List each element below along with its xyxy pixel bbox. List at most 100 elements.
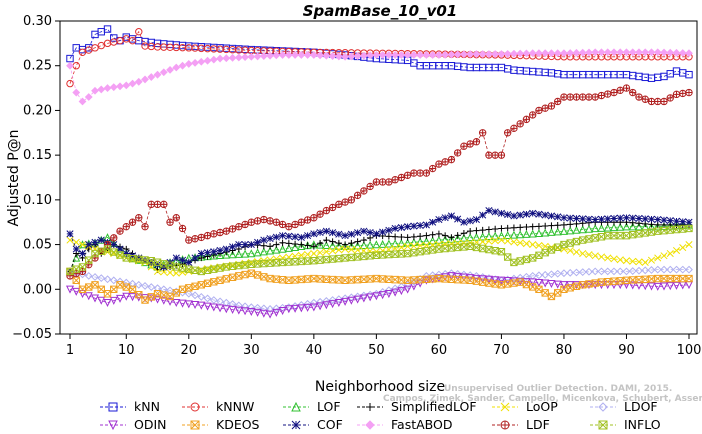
data-point xyxy=(222,245,230,253)
data-point xyxy=(178,285,187,293)
data-point xyxy=(316,275,324,283)
data-point xyxy=(172,299,181,308)
data-point xyxy=(210,265,218,273)
data-point xyxy=(416,248,424,256)
data-point xyxy=(260,273,268,281)
data-point xyxy=(579,249,587,258)
data-point xyxy=(322,297,331,305)
data-point xyxy=(653,282,662,291)
data-point xyxy=(541,289,549,297)
data-point xyxy=(147,73,156,81)
data-point xyxy=(491,225,499,233)
data-point xyxy=(547,227,556,236)
data-point xyxy=(241,241,249,249)
data-point xyxy=(341,245,349,253)
data-point-cross xyxy=(441,158,449,166)
data-point xyxy=(228,300,237,308)
data-point xyxy=(447,234,456,243)
data-point xyxy=(378,288,387,296)
data-point xyxy=(266,246,275,255)
data-point xyxy=(191,58,199,67)
data-point xyxy=(660,48,668,57)
data-point-cross xyxy=(585,93,593,101)
data-point xyxy=(597,48,606,57)
data-point xyxy=(347,246,355,254)
data-point xyxy=(441,214,449,222)
data-point xyxy=(604,254,612,262)
data-point xyxy=(360,252,368,261)
data-point xyxy=(147,283,156,291)
data-point xyxy=(553,289,562,297)
data-point xyxy=(666,221,675,230)
data-point xyxy=(253,52,262,61)
data-point xyxy=(629,257,637,265)
data-point xyxy=(516,211,524,219)
data-point xyxy=(479,211,487,219)
data-point xyxy=(147,258,155,267)
series-odin xyxy=(65,272,694,319)
y-tick-label: 0.20 xyxy=(23,103,52,118)
x-tick-label: 70 xyxy=(493,343,510,358)
data-point xyxy=(366,275,374,283)
data-point xyxy=(491,231,500,240)
data-point xyxy=(622,231,631,240)
data-point xyxy=(191,282,199,291)
data-point xyxy=(435,230,443,238)
data-point xyxy=(622,48,631,57)
y-axis: −0.05 0.00 0.05 0.10 0.15 0.20 0.25 0.30 xyxy=(12,14,60,342)
data-point-cross xyxy=(335,201,343,208)
data-point xyxy=(585,48,593,57)
data-point xyxy=(335,254,343,263)
data-point-cross xyxy=(629,89,636,96)
data-point xyxy=(78,240,87,249)
legend-item-fastabod: FastABOD xyxy=(357,417,453,432)
data-point xyxy=(641,215,649,223)
data-point xyxy=(560,269,568,278)
data-point xyxy=(103,25,112,33)
data-point xyxy=(635,258,643,266)
data-point xyxy=(203,294,212,303)
data-point-cross xyxy=(129,219,136,226)
data-point-cross xyxy=(579,93,586,101)
x-tick-label: 10 xyxy=(118,343,135,358)
data-point xyxy=(647,266,656,274)
data-point-cross xyxy=(304,216,311,224)
data-point xyxy=(109,296,118,305)
data-point xyxy=(510,49,518,58)
data-point xyxy=(347,230,355,238)
data-point-cross xyxy=(198,234,205,241)
data-point xyxy=(310,274,318,283)
data-point-cross xyxy=(404,172,411,179)
data-point xyxy=(209,55,218,64)
data-point xyxy=(203,279,212,288)
data-point xyxy=(291,51,299,59)
data-point xyxy=(97,236,105,244)
data-point xyxy=(597,267,606,276)
data-point xyxy=(253,271,262,279)
data-point xyxy=(72,287,81,296)
data-point xyxy=(404,242,412,250)
data-point xyxy=(360,236,368,244)
data-point xyxy=(497,231,506,240)
data-point xyxy=(416,237,425,246)
legend-label: kNNW xyxy=(216,399,254,414)
data-point xyxy=(672,67,681,75)
data-point-cross xyxy=(266,217,274,225)
data-point xyxy=(291,276,299,284)
data-point xyxy=(591,215,599,224)
data-point xyxy=(498,225,505,232)
data-point-cross xyxy=(685,89,693,96)
data-point xyxy=(303,51,312,59)
data-point xyxy=(559,281,568,290)
data-point xyxy=(535,49,543,58)
data-point-cross xyxy=(560,93,568,101)
data-point xyxy=(528,49,537,58)
legend-label: FastABOD xyxy=(391,417,453,432)
data-point-cross xyxy=(310,214,318,221)
data-point xyxy=(216,304,225,313)
data-point xyxy=(616,231,624,240)
legend: kNN kNNW LOF SimplifiedLOF LoOP LDOF ODIN KDEOS… xyxy=(100,399,661,432)
data-point-cross xyxy=(360,187,368,195)
legend-item-cof: COF xyxy=(283,417,343,432)
legend-item-knnw: kNNW xyxy=(182,399,254,414)
